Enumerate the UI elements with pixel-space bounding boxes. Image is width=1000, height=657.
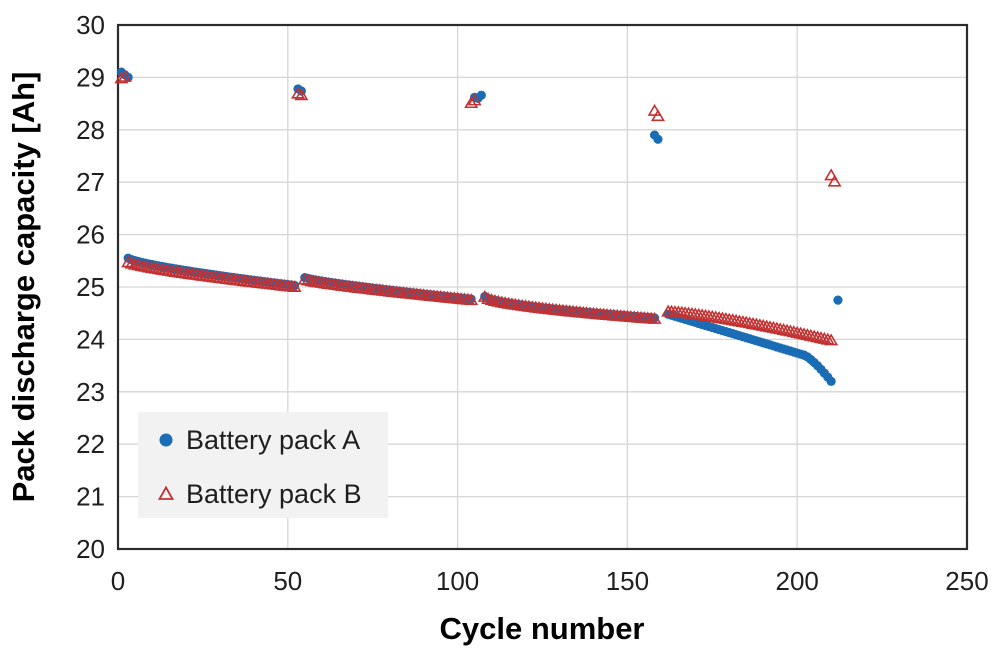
data-point-pack-b [121,255,136,268]
data-point-pack-b [481,292,496,305]
x-tick-label: 200 [776,566,819,596]
data-point-pack-b [484,293,499,306]
data-point-pack-b [287,279,302,292]
x-tick-label: 50 [273,566,302,596]
y-tick-label: 29 [76,62,105,92]
legend-label-pack-b: Battery pack B [186,479,362,509]
x-tick-label: 0 [111,566,125,596]
x-tick-label: 250 [945,566,988,596]
data-point-pack-b [647,311,662,324]
data-point-pack-b [297,272,312,285]
data-point-pack-a [826,376,836,386]
legend-marker-pack-b-triangle-icon [157,485,175,500]
y-axis-title: Pack discharge capacity [Ah] [6,72,41,503]
y-tick-label: 26 [76,220,105,250]
plot-border [116,23,969,551]
data-points [114,67,843,386]
y-tick-label: 20 [76,534,105,564]
data-point-pack-b [824,333,839,346]
y-tick-label: 28 [76,115,105,145]
x-tick-label: 100 [436,566,479,596]
gridlines [118,25,967,549]
legend-background [138,412,388,518]
legend: Battery pack A Battery pack B [138,412,388,518]
y-tick-label: 25 [76,272,105,302]
data-point-pack-b [477,289,492,302]
legend-label-pack-a: Battery pack A [186,425,360,455]
data-point-pack-a [833,295,843,305]
y-tick-label: 23 [76,377,105,407]
data-point-pack-b [117,69,132,82]
data-point-pack-b [294,88,309,101]
axis-tick-labels: 20 21 22 23 24 25 26 27 28 29 30 0 50 100 150 200 250 [76,10,989,596]
y-tick-label: 27 [76,167,105,197]
data-point-pack-b [464,293,479,306]
y-tick-label: 22 [76,429,105,459]
data-point-pack-b [464,96,479,109]
data-point-pack-b [824,168,839,181]
data-point-pack-b [467,93,482,106]
x-tick-label: 150 [606,566,649,596]
y-tick-label: 21 [76,482,105,512]
data-point-pack-b [114,71,129,84]
data-point-pack-b [290,86,305,99]
data-point-pack-a [476,90,486,100]
data-point-pack-a [653,134,663,144]
x-axis-title: Cycle number [439,611,644,646]
data-point-pack-b [827,174,842,187]
data-point-pack-b [650,109,665,122]
y-tick-label: 30 [76,10,105,40]
legend-marker-pack-a-circle-icon [159,433,173,447]
data-point-pack-b [124,256,139,269]
y-tick-label: 24 [76,324,105,354]
